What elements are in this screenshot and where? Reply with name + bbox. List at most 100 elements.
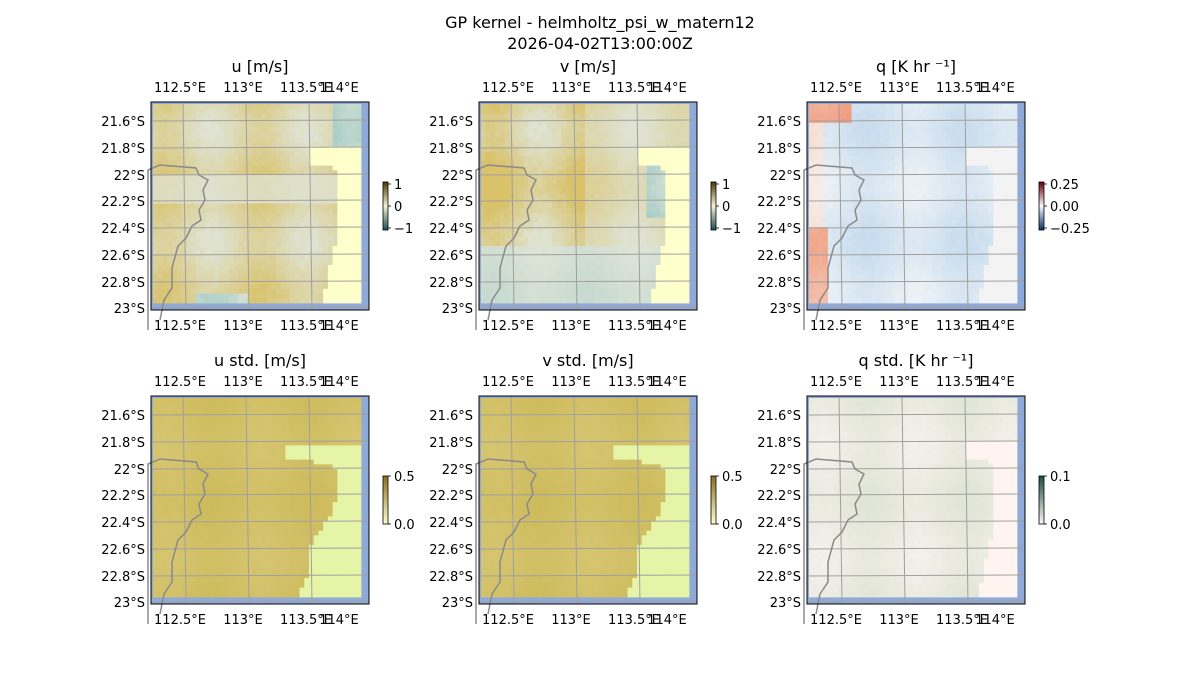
heatmap-cell bbox=[313, 269, 319, 275]
heatmap-cell bbox=[327, 284, 334, 290]
heatmap-cell bbox=[351, 269, 357, 275]
heatmap-cell bbox=[813, 137, 819, 143]
heatmap-cell bbox=[195, 250, 201, 257]
lon-tick-label-top: 113°E bbox=[223, 81, 263, 96]
heatmap-cell bbox=[670, 241, 676, 247]
heatmap-cell bbox=[356, 108, 362, 114]
heatmap-cell bbox=[856, 122, 862, 129]
heatmap-cell bbox=[219, 246, 225, 252]
heatmap-cell bbox=[219, 269, 225, 275]
heatmap-cell bbox=[622, 198, 628, 204]
heatmap-cell bbox=[233, 137, 239, 143]
heatmap-cell bbox=[356, 118, 362, 124]
heatmap-cell bbox=[1007, 189, 1013, 195]
heatmap-cell bbox=[327, 222, 334, 228]
heatmap-cell bbox=[660, 151, 666, 157]
heatmap-cell bbox=[509, 269, 515, 275]
heatmap-cell bbox=[827, 194, 834, 200]
heatmap-cell bbox=[637, 108, 643, 114]
heatmap-cell bbox=[171, 227, 178, 233]
heatmap-cell bbox=[223, 236, 230, 242]
heatmap-cell bbox=[499, 212, 506, 219]
heatmap-cell bbox=[627, 212, 633, 219]
heatmap-cell bbox=[832, 179, 838, 185]
heatmap-cell bbox=[941, 151, 947, 157]
lat-tick-label: 21.6°S bbox=[429, 115, 473, 130]
heatmap-cell bbox=[842, 175, 848, 181]
heatmap-cell bbox=[323, 141, 329, 148]
heatmap-cell bbox=[337, 227, 343, 233]
heatmap-cell bbox=[551, 104, 558, 110]
heatmap-cell bbox=[327, 179, 334, 185]
heatmap-cell bbox=[988, 198, 994, 204]
heatmap-cell bbox=[342, 269, 348, 275]
heatmap-cell bbox=[481, 246, 487, 252]
heatmap-cell bbox=[613, 274, 619, 280]
heatmap-cell bbox=[195, 179, 201, 185]
heatmap-cell bbox=[641, 274, 647, 280]
heatmap-cell bbox=[266, 298, 272, 304]
heatmap-cell bbox=[266, 165, 272, 171]
heatmap-cell bbox=[670, 227, 676, 233]
heatmap-cell bbox=[898, 175, 904, 181]
heatmap-cell bbox=[856, 151, 862, 157]
heatmap-cell bbox=[294, 151, 300, 157]
heatmap-cell bbox=[856, 227, 862, 233]
heatmap-cell bbox=[313, 194, 319, 200]
heatmap-cell bbox=[162, 179, 168, 185]
heatmap-cell bbox=[960, 113, 966, 119]
heatmap-cell bbox=[988, 208, 994, 214]
heatmap-cell bbox=[551, 137, 558, 143]
heatmap-cell bbox=[969, 141, 975, 148]
heatmap-cell bbox=[290, 208, 296, 214]
heatmap-cell bbox=[233, 179, 239, 185]
heatmap-cell bbox=[346, 284, 352, 290]
heatmap-cell bbox=[242, 104, 248, 110]
heatmap-cell bbox=[599, 255, 605, 261]
heatmap-cell bbox=[988, 137, 994, 143]
heatmap-cell bbox=[1007, 156, 1013, 162]
heatmap-cell bbox=[327, 122, 334, 129]
heatmap-cell bbox=[599, 108, 605, 114]
heatmap-cell bbox=[504, 212, 510, 219]
figure-title: GP kernel - helmholtz_psi_w_matern12 bbox=[445, 13, 755, 33]
heatmap-cell bbox=[547, 175, 553, 181]
heatmap-cell bbox=[275, 156, 282, 162]
heatmap-cell bbox=[518, 194, 524, 200]
heatmap-cell bbox=[561, 194, 567, 200]
heatmap-cell bbox=[832, 132, 838, 138]
heatmap-cell bbox=[818, 175, 824, 181]
heatmap-cell bbox=[856, 184, 862, 190]
heatmap-cell bbox=[589, 198, 595, 204]
heatmap-cell bbox=[585, 194, 591, 200]
heatmap-cell bbox=[542, 104, 548, 110]
heatmap-cell bbox=[846, 208, 852, 214]
heatmap-cell bbox=[570, 104, 576, 110]
heatmap-cell bbox=[171, 265, 178, 271]
heatmap-cell bbox=[589, 104, 595, 110]
heatmap-cell bbox=[665, 170, 671, 176]
heatmap-cell bbox=[509, 127, 515, 133]
heatmap-cell bbox=[547, 198, 553, 204]
heatmap-cell bbox=[313, 236, 319, 242]
heatmap-cell bbox=[157, 274, 163, 280]
heatmap-cell bbox=[171, 160, 178, 166]
heatmap-cell bbox=[679, 222, 685, 228]
heatmap-cell bbox=[861, 165, 867, 171]
heatmap-cell bbox=[171, 222, 178, 228]
heatmap-cell bbox=[228, 175, 234, 181]
heatmap-cell bbox=[983, 156, 990, 162]
heatmap-cell bbox=[922, 127, 928, 133]
heatmap-cell bbox=[214, 217, 220, 223]
heatmap-cell bbox=[679, 274, 685, 280]
heatmap-cell bbox=[556, 194, 562, 200]
heatmap-cell bbox=[528, 231, 534, 238]
heatmap-cell bbox=[247, 151, 253, 157]
heatmap-cell bbox=[580, 132, 586, 138]
heatmap-cell bbox=[261, 141, 267, 148]
heatmap-cell bbox=[275, 108, 282, 114]
heatmap-cell bbox=[238, 132, 244, 138]
heatmap-cell bbox=[261, 137, 267, 143]
heatmap-cell bbox=[346, 293, 352, 299]
heatmap-cell bbox=[969, 122, 975, 129]
